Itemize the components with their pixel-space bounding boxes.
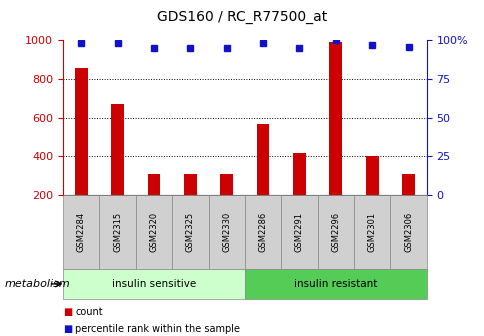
Bar bbox=[329, 42, 342, 195]
Bar bbox=[111, 104, 124, 195]
Text: GSM2330: GSM2330 bbox=[222, 212, 231, 252]
Text: GSM2306: GSM2306 bbox=[403, 212, 412, 252]
Text: ■: ■ bbox=[63, 307, 72, 318]
Bar bbox=[292, 153, 305, 195]
Bar bbox=[183, 174, 197, 195]
Bar bbox=[75, 68, 88, 195]
Text: GDS160 / RC_R77500_at: GDS160 / RC_R77500_at bbox=[157, 10, 327, 24]
Text: GSM2325: GSM2325 bbox=[185, 212, 195, 252]
Text: ■: ■ bbox=[63, 324, 72, 334]
Bar bbox=[220, 174, 233, 195]
Text: GSM2296: GSM2296 bbox=[331, 212, 340, 252]
Bar bbox=[256, 124, 269, 195]
Text: insulin sensitive: insulin sensitive bbox=[112, 279, 196, 289]
Text: GSM2315: GSM2315 bbox=[113, 212, 122, 252]
Bar bbox=[365, 156, 378, 195]
Text: GSM2284: GSM2284 bbox=[76, 212, 86, 252]
Text: metabolism: metabolism bbox=[5, 279, 71, 289]
Text: GSM2301: GSM2301 bbox=[367, 212, 376, 252]
Text: insulin resistant: insulin resistant bbox=[294, 279, 377, 289]
Text: percentile rank within the sample: percentile rank within the sample bbox=[75, 324, 240, 334]
Bar bbox=[401, 174, 414, 195]
Text: GSM2291: GSM2291 bbox=[294, 212, 303, 252]
Text: GSM2320: GSM2320 bbox=[149, 212, 158, 252]
Bar bbox=[147, 174, 160, 195]
Text: count: count bbox=[75, 307, 103, 318]
Text: GSM2286: GSM2286 bbox=[258, 212, 267, 252]
